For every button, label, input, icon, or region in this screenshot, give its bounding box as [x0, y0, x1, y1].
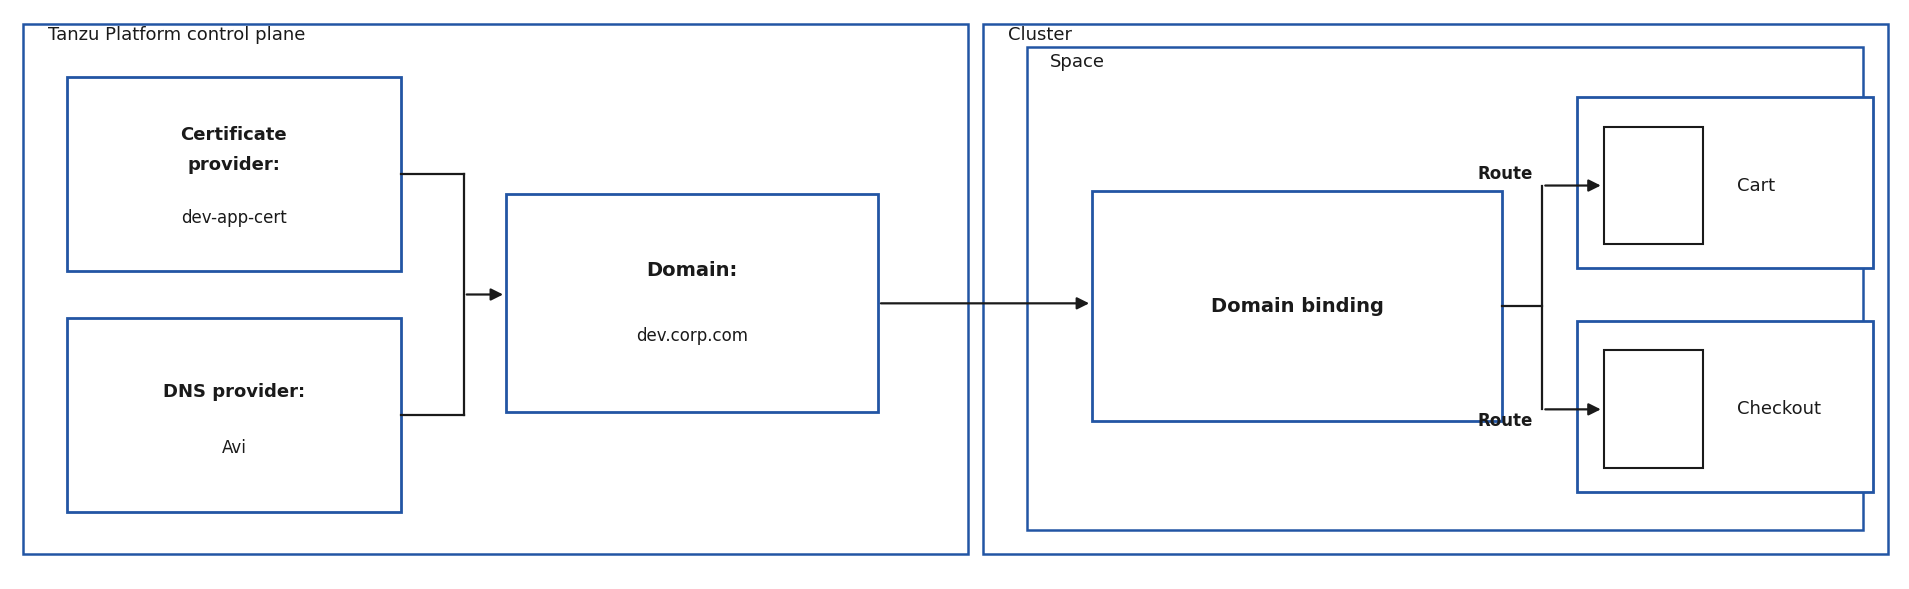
Text: dev.corp.com: dev.corp.com [636, 327, 748, 345]
Bar [1027, 47, 1863, 530]
Text: Cluster: Cluster [1008, 26, 1073, 44]
Text: Checkout: Checkout [1737, 401, 1821, 418]
Text: Cart: Cart [1737, 177, 1775, 194]
Bar [67, 77, 401, 271]
Text: Route: Route [1478, 164, 1533, 183]
Text: provider:: provider: [187, 156, 281, 174]
Bar [23, 24, 968, 554]
Text: Route: Route [1478, 412, 1533, 431]
Text: Domain binding: Domain binding [1210, 297, 1384, 316]
Bar [1604, 350, 1703, 468]
Bar [1577, 97, 1873, 268]
Text: Certificate: Certificate [181, 127, 286, 144]
Bar [1092, 191, 1502, 421]
Bar [1604, 127, 1703, 244]
Text: DNS provider:: DNS provider: [162, 383, 305, 401]
Text: Tanzu Platform control plane: Tanzu Platform control plane [48, 26, 305, 44]
Bar [1577, 321, 1873, 492]
Bar [506, 194, 878, 412]
Text: APP: APP [1640, 402, 1667, 416]
Text: Avi: Avi [221, 439, 246, 456]
Text: Space: Space [1050, 52, 1105, 71]
Text: APP: APP [1640, 178, 1667, 193]
Bar [67, 318, 401, 512]
Bar [983, 24, 1888, 554]
Text: dev-app-cert: dev-app-cert [181, 209, 286, 227]
Text: Domain:: Domain: [647, 262, 737, 280]
